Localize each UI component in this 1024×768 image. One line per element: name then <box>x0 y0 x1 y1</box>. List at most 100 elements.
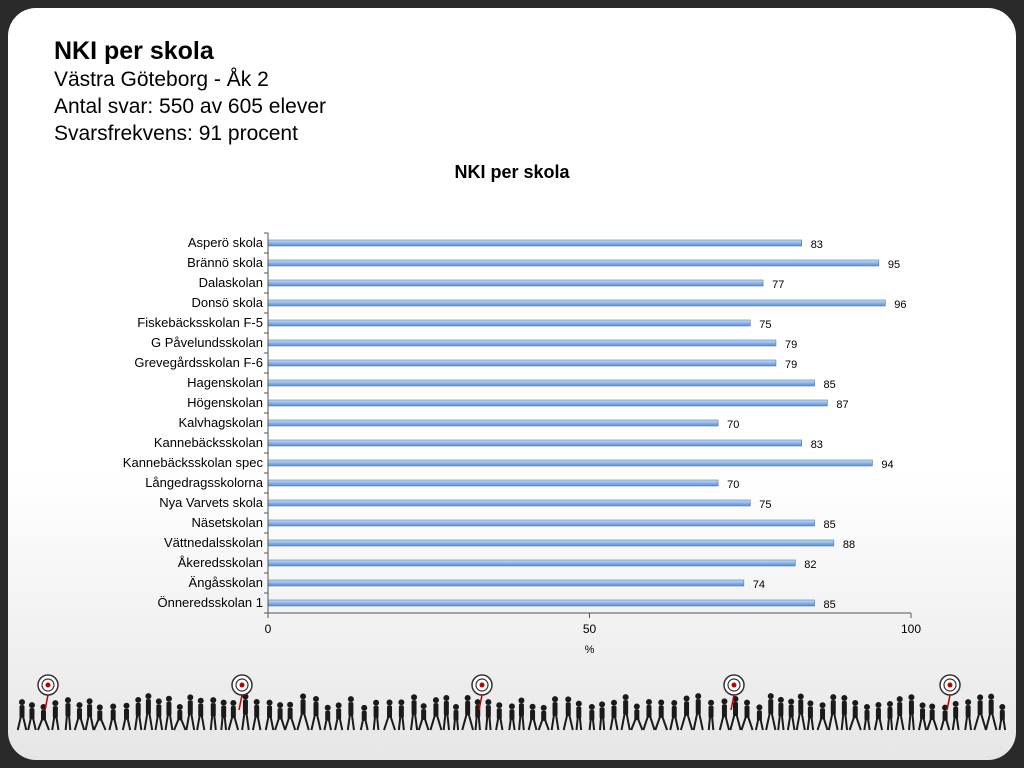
figure-head <box>695 693 702 700</box>
person-figure <box>461 695 474 731</box>
person-figure <box>154 698 164 731</box>
figure-head <box>708 699 715 706</box>
figure-leg <box>780 714 785 731</box>
person-figure <box>196 697 206 731</box>
figure-leg <box>245 713 250 731</box>
figure-head <box>952 700 959 707</box>
data-label: 75 <box>759 499 771 511</box>
figure-body <box>145 699 151 715</box>
figure-leg <box>173 718 180 731</box>
bar-chart: Asperö skola 83 Brännö skola 95 Dalaskolan 77… <box>123 232 921 656</box>
figure-body <box>124 708 130 720</box>
figure-head <box>610 699 617 706</box>
figure-body <box>19 705 25 718</box>
figure-leg <box>833 713 839 731</box>
figure-leg <box>461 713 468 731</box>
figure-head <box>187 694 194 701</box>
figure-leg <box>598 717 603 731</box>
person-figure <box>310 696 322 731</box>
person-figure <box>346 696 355 731</box>
figure-leg <box>442 713 447 731</box>
figure-head <box>540 704 547 711</box>
person-figure <box>588 704 596 731</box>
bar <box>267 419 719 427</box>
person-figure <box>108 703 118 731</box>
figure-head <box>496 702 503 709</box>
figure-body <box>684 701 690 716</box>
figure-body <box>465 701 471 716</box>
figure-head <box>411 694 418 701</box>
data-label: 85 <box>824 519 836 531</box>
person-figure <box>926 703 939 731</box>
figure-leg <box>945 718 951 731</box>
person-figure <box>474 699 481 731</box>
figure-body <box>671 706 677 719</box>
figure-leg <box>310 714 316 731</box>
figure-leg <box>661 715 669 731</box>
figure-body <box>887 707 893 719</box>
figure-leg <box>488 715 492 731</box>
figure-body <box>778 702 784 717</box>
figure-head <box>474 699 481 706</box>
bar <box>267 559 796 567</box>
figure-body <box>695 699 701 715</box>
figure-leg <box>89 715 95 731</box>
category-label: Fiskebäcksskolan F-5 <box>137 315 263 330</box>
figure-leg <box>791 715 796 731</box>
figure-leg <box>148 712 154 731</box>
figure-body <box>920 708 926 720</box>
data-label: 77 <box>772 279 784 291</box>
figure-head <box>863 703 870 710</box>
figure-body <box>325 710 331 721</box>
figure-leg <box>562 714 569 731</box>
figure-body <box>841 701 847 716</box>
figure-leg <box>765 712 771 731</box>
figure-head <box>999 703 1006 710</box>
figure-head <box>432 697 439 704</box>
figure-head <box>919 702 926 709</box>
figure-leg <box>786 715 792 731</box>
figure-body <box>530 709 536 721</box>
figure-leg <box>269 716 275 731</box>
figure-leg <box>256 715 262 731</box>
figure-head <box>807 700 814 707</box>
person-figure <box>264 699 275 731</box>
figure-leg <box>955 716 960 731</box>
figure-leg <box>359 718 365 731</box>
figure-leg <box>844 713 849 731</box>
person-figure <box>84 698 95 731</box>
figure-leg <box>822 717 829 731</box>
figure-leg <box>327 718 332 731</box>
figure-leg <box>452 718 457 731</box>
figure-head <box>588 704 595 711</box>
figure-leg <box>625 713 631 731</box>
figure-head <box>361 704 368 711</box>
person-figure <box>64 697 72 731</box>
figure-body <box>634 709 640 721</box>
person-figure <box>654 699 669 731</box>
figure-head <box>908 694 915 701</box>
figure-body <box>277 708 283 720</box>
figure-head <box>622 694 629 701</box>
page-title: NKI per skola <box>54 37 214 65</box>
figure-leg <box>630 717 637 731</box>
figure-leg <box>290 717 297 731</box>
figure-leg <box>855 716 862 731</box>
figure-leg <box>303 712 310 731</box>
figure-head <box>386 699 393 706</box>
person-figure <box>795 693 806 731</box>
figure-leg <box>867 718 871 731</box>
person-figure <box>452 704 460 731</box>
data-label: 85 <box>824 599 836 611</box>
figure-leg <box>899 714 905 731</box>
figure-leg <box>747 716 754 731</box>
figure-body <box>897 702 903 717</box>
figure-head <box>965 699 972 706</box>
figure-leg <box>609 716 614 731</box>
figure-leg <box>984 713 992 731</box>
figure-body <box>798 699 804 715</box>
figure-leg <box>179 718 187 731</box>
figure-leg <box>543 718 550 731</box>
figure-head <box>671 700 678 707</box>
figure-body <box>210 703 216 717</box>
